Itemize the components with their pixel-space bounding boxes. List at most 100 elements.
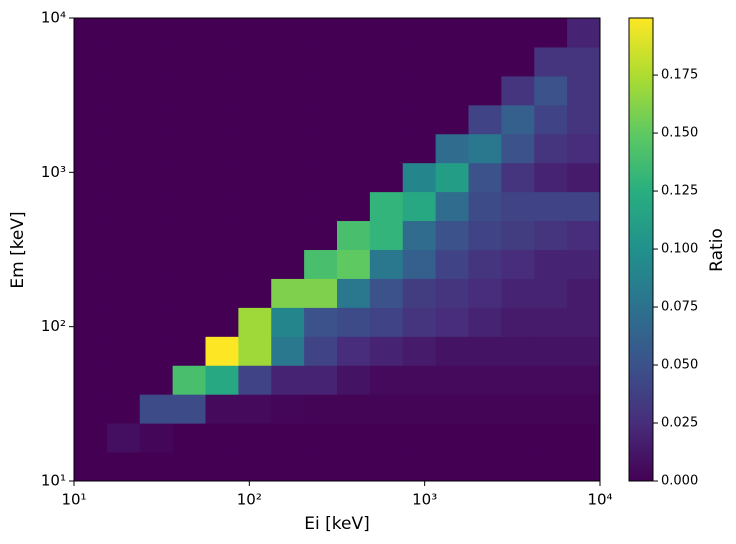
heatmap-cell: [501, 133, 535, 164]
heatmap-cell: [139, 394, 174, 424]
heatmap-cell: [172, 394, 206, 424]
heatmap-cell: [304, 75, 338, 106]
heatmap-cell: [139, 133, 174, 164]
heatmap-cell: [501, 162, 535, 193]
heatmap-cell: [468, 162, 502, 193]
heatmap-cell: [534, 162, 568, 193]
heatmap-cell: [369, 46, 404, 77]
heatmap-cell: [139, 365, 174, 395]
heatmap-cell: [369, 220, 404, 250]
heatmap-cell: [74, 249, 108, 279]
heatmap-cell: [402, 191, 437, 222]
y-axis-label: Em [keV]: [8, 211, 28, 288]
heatmap-cell: [238, 162, 272, 193]
heatmap-cell: [567, 46, 601, 77]
heatmap-cell: [172, 423, 206, 453]
heatmap-cell: [534, 191, 568, 222]
heatmap-cell: [172, 307, 206, 337]
heatmap-cell: [238, 18, 272, 48]
heatmap-cell: [74, 423, 108, 453]
heatmap-cell: [435, 220, 469, 250]
colorbar-tick-label: 0.175: [661, 68, 698, 83]
heatmap-cell: [238, 423, 272, 453]
heatmap-cell: [402, 220, 437, 250]
heatmap-cell: [139, 75, 174, 106]
heatmap-cell: [501, 278, 535, 308]
heatmap-cell: [534, 18, 568, 48]
heatmap-cell: [304, 162, 338, 193]
heatmap-cell: [402, 75, 437, 106]
heatmap-cell: [139, 104, 174, 135]
heatmap-cell: [402, 133, 437, 164]
heatmap-cell: [402, 307, 437, 337]
heatmap-cell: [238, 365, 272, 395]
heatmap-cell: [172, 278, 206, 308]
heatmap-cell: [238, 220, 272, 250]
heatmap-cell: [468, 452, 502, 482]
heatmap-cell: [74, 104, 108, 135]
heatmap-cell: [74, 394, 108, 424]
heatmap-cell: [304, 394, 338, 424]
heatmap-cell: [304, 191, 338, 222]
heatmap-cell: [567, 75, 601, 106]
heatmap-cell: [139, 307, 174, 337]
heatmap-cell: [238, 249, 272, 279]
heatmap-cell: [435, 336, 469, 366]
heatmap-cell: [172, 46, 206, 77]
heatmap-cell: [271, 46, 305, 77]
heatmap-cell: [369, 133, 404, 164]
heatmap-cell: [501, 365, 535, 395]
heatmap-cell: [369, 249, 404, 279]
heatmap-cell: [205, 104, 239, 135]
heatmap-cell: [468, 220, 502, 250]
colorbar-tick-label: 0.075: [661, 300, 698, 315]
heatmap-cell: [271, 423, 305, 453]
heatmap-cell: [501, 46, 535, 77]
heatmap-cell: [337, 18, 371, 48]
heatmap-cell: [172, 18, 206, 48]
colorbar-tick-label: 0.150: [661, 126, 698, 141]
y-tick-label: 10²: [41, 317, 66, 335]
heatmap-cell: [74, 452, 108, 482]
heatmap-cell: [205, 46, 239, 77]
heatmap-cell: [369, 307, 404, 337]
heatmap-cell: [501, 249, 535, 279]
heatmap-cell: [567, 18, 601, 48]
heatmap-cell: [534, 46, 568, 77]
heatmap-cell: [304, 18, 338, 48]
heatmap-cell: [205, 394, 239, 424]
heatmap-cell: [271, 278, 305, 308]
heatmap-cell: [501, 75, 535, 106]
heatmap-cell: [369, 18, 404, 48]
heatmap-cell: [435, 133, 469, 164]
heatmap-cell: [337, 336, 371, 366]
heatmap-cell: [304, 365, 338, 395]
heatmap-cell: [402, 46, 437, 77]
heatmap-cell: [304, 452, 338, 482]
heatmap-cell: [106, 249, 141, 279]
heatmap-cell: [435, 278, 469, 308]
heatmap-cell: [435, 191, 469, 222]
heatmap-cell: [74, 365, 108, 395]
heatmap-cell: [205, 75, 239, 106]
heatmap-cell: [271, 394, 305, 424]
heatmap-cell: [337, 278, 371, 308]
heatmap-cell: [534, 249, 568, 279]
heatmap-cell: [501, 394, 535, 424]
x-tick-label: 10²: [237, 491, 262, 509]
heatmap-cell: [567, 278, 601, 308]
heatmap-cell: [501, 336, 535, 366]
heatmap-cell: [534, 307, 568, 337]
heatmap-cell: [271, 18, 305, 48]
heatmap-cell: [435, 394, 469, 424]
heatmap-cell: [369, 278, 404, 308]
heatmap-cell: [402, 394, 437, 424]
heatmap-cell: [435, 18, 469, 48]
heatmap-cell: [238, 307, 272, 337]
heatmap-cell: [106, 18, 141, 48]
y-tick-label: 10³: [41, 163, 66, 181]
heatmap-cell: [106, 336, 141, 366]
heatmap-cell: [106, 133, 141, 164]
heatmap-cell: [501, 18, 535, 48]
heatmap-cell: [106, 104, 141, 135]
